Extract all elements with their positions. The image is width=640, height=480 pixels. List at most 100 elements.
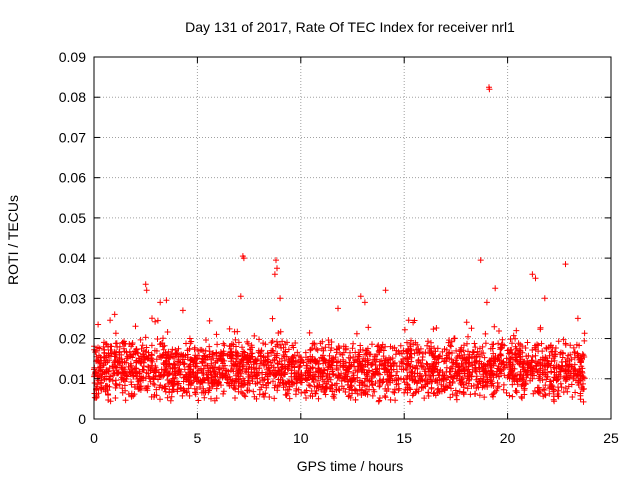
data-point: [567, 342, 574, 349]
data-point: [354, 374, 361, 381]
data-point: [524, 339, 531, 346]
data-point: [302, 349, 309, 356]
data-point: [415, 388, 422, 395]
data-point: [246, 355, 253, 362]
data-point: [494, 379, 501, 386]
data-point: [179, 392, 186, 399]
data-point: [123, 359, 130, 366]
data-point: [408, 368, 415, 375]
data-point: [543, 344, 550, 351]
data-point: [247, 358, 254, 365]
data-point: [375, 370, 382, 377]
data-point: [472, 364, 479, 371]
data-point: [235, 339, 242, 346]
data-point: [307, 382, 314, 389]
data-point: [232, 358, 239, 365]
data-point: [232, 395, 238, 401]
data-point: [237, 293, 244, 300]
data-point: [253, 357, 260, 364]
data-point: [448, 343, 454, 350]
data-point: [198, 378, 205, 385]
data-point: [249, 378, 256, 385]
data-point: [508, 368, 515, 374]
data-point: [371, 388, 378, 395]
data-point: [210, 350, 216, 356]
data-point: [439, 372, 446, 379]
data-point: [464, 368, 471, 375]
data-point: [169, 346, 176, 353]
data-point: [464, 375, 471, 382]
data-point: [414, 341, 421, 348]
data-point: [188, 338, 195, 345]
data-point: [218, 382, 224, 389]
data-point: [483, 368, 490, 375]
data-point: [350, 370, 357, 376]
data-point: [153, 356, 160, 363]
x-axis-label: GPS time / hours: [297, 458, 404, 474]
data-point: [175, 380, 182, 387]
y-tick-label: 0.04: [59, 250, 86, 266]
data-point: [96, 345, 103, 352]
data-point: [562, 261, 569, 268]
data-point: [532, 352, 539, 359]
data-point: [477, 380, 484, 387]
data-point: [555, 387, 562, 394]
data-point: [171, 378, 178, 385]
data-point: [544, 369, 551, 376]
data-point: [509, 340, 515, 347]
data-point: [101, 376, 108, 383]
data-point: [171, 368, 178, 375]
data-point: [125, 363, 132, 370]
data-point: [404, 339, 410, 346]
data-point: [147, 378, 154, 385]
data-point: [186, 345, 193, 352]
plot-frame: [93, 56, 612, 420]
data-point: [424, 342, 431, 349]
data-point: [482, 340, 489, 347]
data-points: [91, 84, 588, 405]
data-point: [503, 362, 510, 369]
data-point: [114, 369, 121, 376]
data-point: [390, 388, 397, 395]
data-point: [243, 354, 250, 360]
data-point: [492, 285, 499, 292]
data-point: [472, 344, 479, 351]
data-point: [344, 366, 350, 373]
data-point: [221, 350, 227, 357]
data-point: [398, 359, 405, 366]
data-point: [460, 391, 467, 398]
data-point: [93, 393, 100, 400]
data-point: [376, 395, 383, 401]
data-point: [219, 373, 226, 380]
data-point: [374, 343, 381, 350]
data-point: [314, 383, 320, 389]
data-point: [345, 354, 352, 361]
data-point: [207, 364, 214, 371]
data-point: [523, 374, 530, 381]
data-point: [453, 354, 460, 361]
data-point: [118, 351, 125, 358]
x-tick-label: 20: [500, 430, 516, 446]
data-point: [548, 368, 555, 375]
data-point: [91, 380, 98, 386]
data-point: [198, 366, 204, 373]
data-point: [473, 373, 480, 380]
data-point: [424, 376, 431, 383]
data-point: [375, 342, 382, 349]
data-point: [500, 386, 507, 393]
data-point: [476, 358, 483, 365]
data-point: [137, 336, 144, 343]
data-point: [220, 388, 227, 395]
data-point: [165, 362, 172, 368]
data-point: [335, 366, 342, 373]
data-point: [216, 366, 222, 373]
data-point: [202, 362, 209, 369]
data-point: [376, 378, 383, 385]
data-point: [198, 389, 205, 396]
data-point: [213, 353, 220, 359]
data-point: [273, 257, 279, 264]
data-point: [197, 377, 204, 384]
data-point: [248, 350, 255, 357]
data-point: [542, 382, 549, 389]
data-point: [272, 368, 278, 375]
